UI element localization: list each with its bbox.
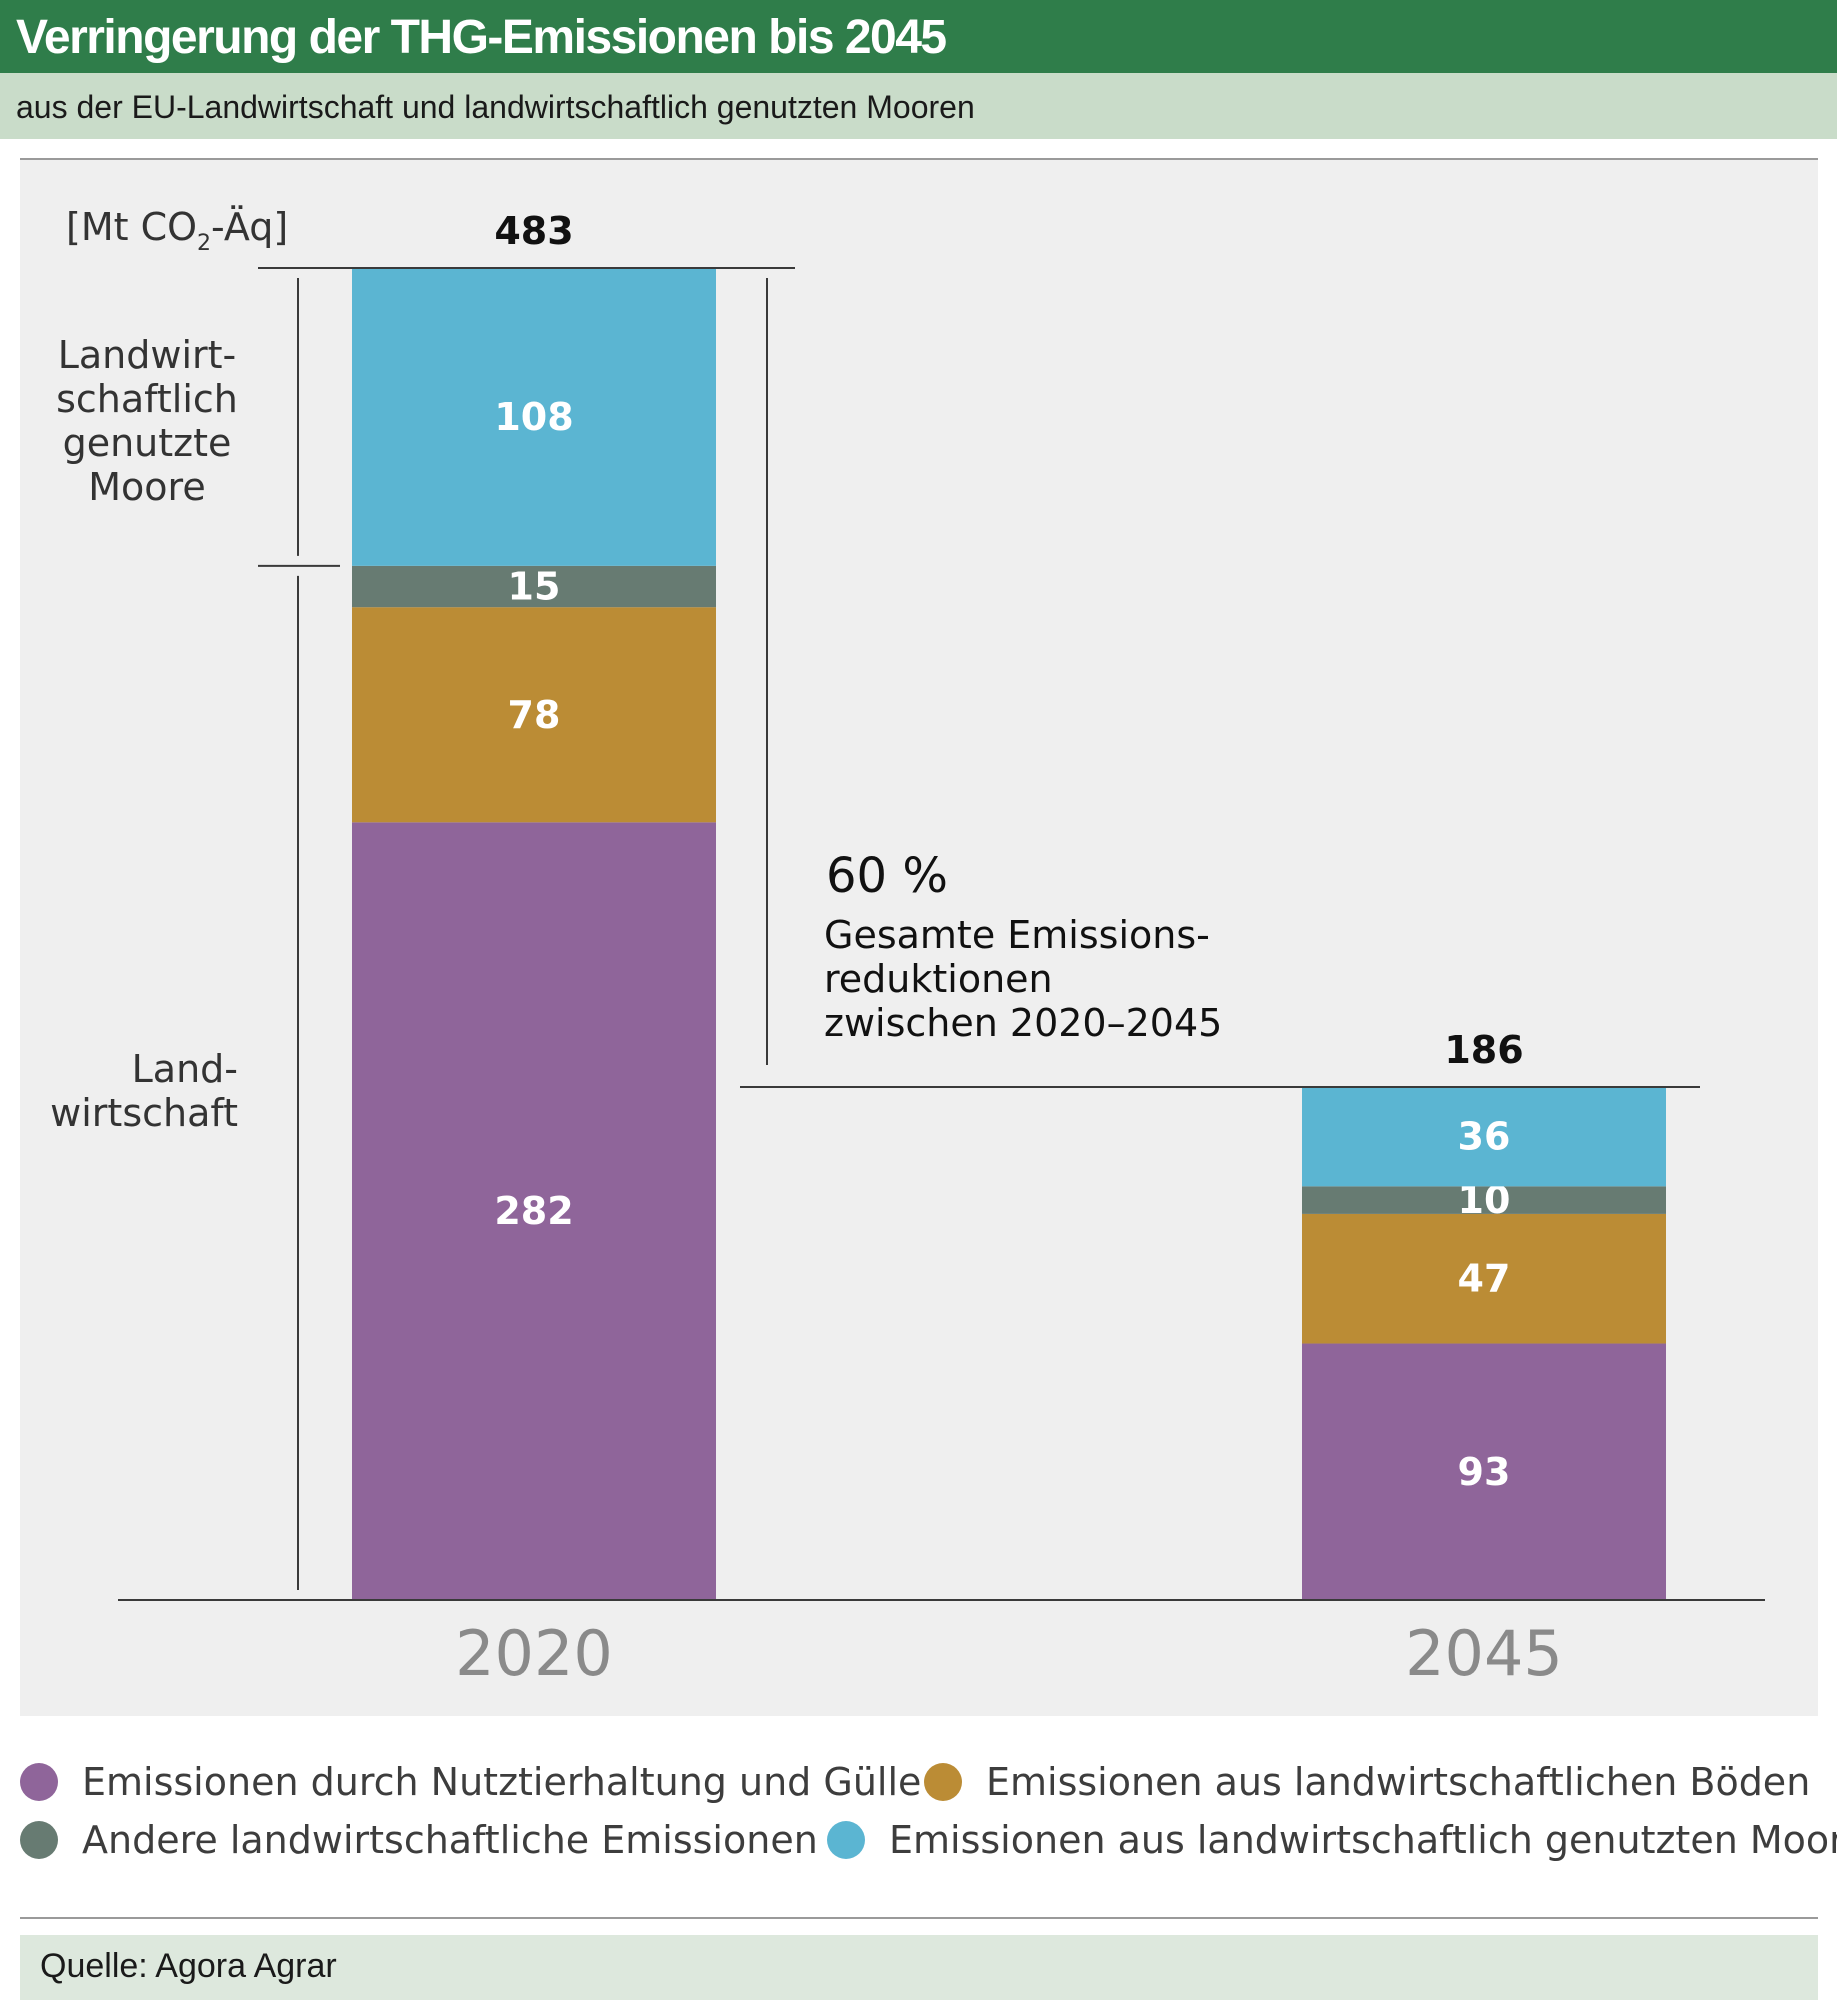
group-label-landwirtschaft-0: Land- <box>132 1047 238 1091</box>
bar-segment-2020-1 <box>352 607 716 823</box>
total-label-2020: 483 <box>494 209 573 253</box>
data-label-2045-1: 47 <box>1458 1257 1511 1301</box>
unit-label: [Mt CO2-Äq] <box>66 205 288 256</box>
bar-segment-2045-0 <box>1302 1343 1666 1600</box>
chart-top-rule <box>20 158 1818 160</box>
legend-swatch-moore <box>827 1820 865 1859</box>
legend-swatch-andere <box>20 1820 58 1859</box>
annotation-line-2: zwischen 2020–2045 <box>824 1001 1222 1045</box>
annotation-percent: 60 % <box>826 848 948 904</box>
data-label-2020-0: 282 <box>494 1189 573 1233</box>
annotation-line-0: Gesamte Emissions- <box>824 913 1210 957</box>
group-label-moore-2: genutzte <box>63 421 232 465</box>
legend-item-moore: Emissionen aus landwirtschaftlich genutz… <box>827 1818 1837 1862</box>
data-label-2045-3: 36 <box>1458 1115 1511 1159</box>
title-bar: Verringerung der THG-Emissionen bis 2045 <box>0 0 1837 73</box>
bar-segment-2020-2 <box>352 565 716 608</box>
source-note: Quelle: Agora Agrar <box>40 1947 337 1985</box>
bar-segment-2020-3 <box>352 268 716 566</box>
total-label-2045: 186 <box>1444 1028 1523 1072</box>
bar-segment-2045-2 <box>1302 1186 1666 1214</box>
group-label-moore-3: Moore <box>88 465 205 509</box>
annotation-line-1: reduktionen <box>824 957 1053 1001</box>
data-label-2020-2: 15 <box>508 565 561 609</box>
x-tick-label-2020: 2020 <box>455 1617 613 1690</box>
legend-item-andere: Andere landwirtschaftliche Emissionen <box>20 1818 818 1862</box>
legend-label-andere: Andere landwirtschaftliche Emissionen <box>82 1818 818 1862</box>
source-bar: Quelle: Agora Agrar <box>20 1935 1818 2000</box>
subtitle-bar: aus der EU-Landwirtschaft und landwirtsc… <box>0 73 1837 139</box>
x-tick-label-2045: 2045 <box>1405 1617 1563 1690</box>
chart-title: Verringerung der THG-Emissionen bis 2045 <box>16 11 947 64</box>
legend-item-nutztierhaltung: Emissionen durch Nutztierhaltung und Gül… <box>20 1760 921 1804</box>
data-label-2020-1: 78 <box>508 693 561 737</box>
legend-item-boeden: Emissionen aus landwirtschaftlichen Böde… <box>924 1760 1810 1804</box>
chart-subtitle: aus der EU-Landwirtschaft und landwirtsc… <box>16 89 975 125</box>
legend-label-moore: Emissionen aus landwirtschaftlich genutz… <box>889 1818 1837 1862</box>
legend-swatch-boeden <box>924 1762 962 1801</box>
group-label-moore-0: Landwirt- <box>58 333 237 377</box>
legend-label-nutztierhaltung: Emissionen durch Nutztierhaltung und Gül… <box>82 1760 922 1804</box>
bar-segment-2045-3 <box>1302 1087 1666 1187</box>
data-label-2045-0: 93 <box>1458 1450 1511 1494</box>
group-label-moore-1: schaftlich <box>56 377 238 421</box>
legend-label-boeden: Emissionen aus landwirtschaftlichen Böde… <box>986 1760 1811 1804</box>
bar-segment-2020-0 <box>352 822 716 1600</box>
data-label-2020-3: 108 <box>494 395 573 439</box>
bar-segment-2045-1 <box>1302 1213 1666 1344</box>
group-label-landwirtschaft-1: wirtschaft <box>50 1091 238 1135</box>
legend-swatch-nutztierhaltung <box>20 1762 58 1801</box>
footer-rule <box>20 1917 1818 1919</box>
